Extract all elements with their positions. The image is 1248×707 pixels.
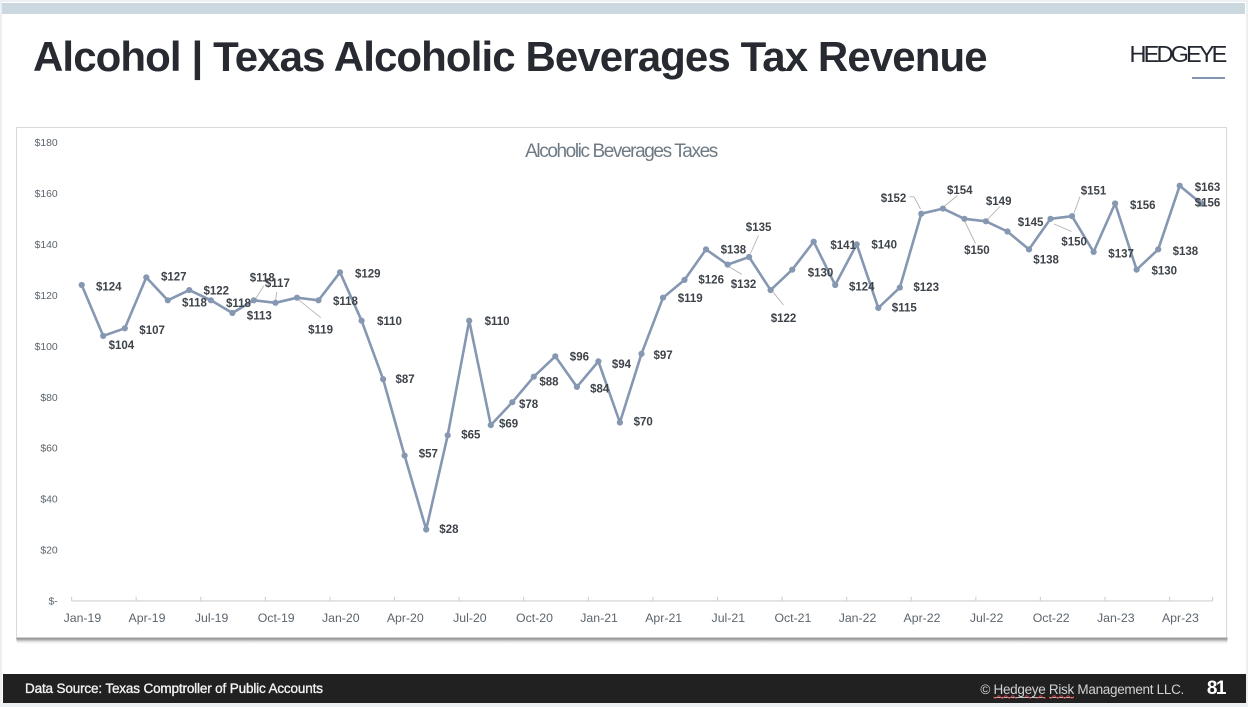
svg-text:$156: $156 bbox=[1195, 198, 1221, 210]
svg-text:$150: $150 bbox=[1061, 237, 1087, 249]
svg-text:Oct-22: Oct-22 bbox=[1033, 611, 1070, 625]
svg-text:$69: $69 bbox=[499, 419, 518, 431]
svg-text:Oct-19: Oct-19 bbox=[258, 611, 295, 625]
svg-text:$-: $- bbox=[48, 597, 57, 608]
svg-text:$60: $60 bbox=[40, 444, 58, 455]
svg-text:$130: $130 bbox=[808, 268, 834, 280]
svg-text:$138: $138 bbox=[1173, 246, 1199, 258]
svg-text:Apr-21: Apr-21 bbox=[645, 611, 682, 625]
svg-text:$124: $124 bbox=[849, 282, 875, 294]
svg-text:$124: $124 bbox=[96, 281, 122, 293]
svg-text:$84: $84 bbox=[590, 383, 610, 395]
svg-text:$20: $20 bbox=[40, 546, 58, 557]
svg-text:$156: $156 bbox=[1130, 200, 1156, 212]
svg-text:Apr-19: Apr-19 bbox=[129, 611, 166, 625]
svg-text:$123: $123 bbox=[913, 282, 939, 294]
svg-text:$110: $110 bbox=[377, 316, 402, 328]
svg-text:$57: $57 bbox=[419, 448, 438, 460]
svg-text:$119: $119 bbox=[678, 293, 703, 305]
svg-text:Oct-21: Oct-21 bbox=[774, 611, 811, 625]
svg-text:$122: $122 bbox=[771, 313, 797, 325]
svg-text:$180: $180 bbox=[35, 138, 58, 149]
svg-text:$120: $120 bbox=[35, 291, 58, 302]
svg-text:$113: $113 bbox=[247, 310, 272, 322]
svg-text:$149: $149 bbox=[986, 196, 1012, 208]
svg-text:$129: $129 bbox=[355, 269, 381, 281]
svg-text:$115: $115 bbox=[892, 302, 918, 314]
svg-text:Oct-20: Oct-20 bbox=[516, 611, 553, 625]
svg-text:$154: $154 bbox=[947, 185, 973, 197]
svg-text:Apr-20: Apr-20 bbox=[387, 611, 424, 625]
svg-text:Jan-19: Jan-19 bbox=[64, 611, 102, 625]
svg-text:$163: $163 bbox=[1195, 182, 1221, 194]
svg-text:$130: $130 bbox=[1152, 265, 1178, 277]
svg-text:$119: $119 bbox=[308, 325, 333, 337]
svg-text:$97: $97 bbox=[654, 350, 673, 362]
svg-text:$126: $126 bbox=[698, 275, 724, 287]
svg-text:$104: $104 bbox=[109, 340, 135, 352]
svg-text:$70: $70 bbox=[634, 417, 653, 429]
svg-text:$152: $152 bbox=[881, 193, 907, 205]
svg-text:$110: $110 bbox=[485, 316, 510, 328]
svg-text:$78: $78 bbox=[519, 399, 539, 411]
svg-text:$141: $141 bbox=[830, 240, 856, 252]
svg-text:$96: $96 bbox=[570, 351, 589, 363]
svg-text:$145: $145 bbox=[1018, 217, 1044, 229]
svg-text:$118: $118 bbox=[333, 296, 359, 308]
svg-text:$87: $87 bbox=[396, 374, 415, 386]
svg-text:$150: $150 bbox=[964, 245, 990, 257]
svg-text:$117: $117 bbox=[265, 278, 290, 290]
svg-text:$138: $138 bbox=[721, 245, 747, 257]
svg-text:$122: $122 bbox=[204, 286, 230, 298]
svg-text:Jan-21: Jan-21 bbox=[580, 611, 618, 625]
svg-text:Apr-22: Apr-22 bbox=[904, 611, 941, 625]
svg-text:$135: $135 bbox=[746, 222, 772, 234]
svg-text:Jan-22: Jan-22 bbox=[839, 611, 877, 625]
svg-text:Jul-22: Jul-22 bbox=[970, 611, 1004, 625]
svg-text:Jul-21: Jul-21 bbox=[712, 611, 746, 625]
svg-text:$28: $28 bbox=[439, 524, 459, 536]
svg-text:$160: $160 bbox=[35, 189, 58, 200]
svg-text:$118: $118 bbox=[226, 298, 252, 310]
svg-text:$107: $107 bbox=[139, 325, 165, 337]
svg-text:$137: $137 bbox=[1108, 248, 1134, 260]
svg-text:$138: $138 bbox=[1033, 255, 1059, 267]
svg-text:$118: $118 bbox=[250, 273, 276, 285]
svg-text:Jan-20: Jan-20 bbox=[322, 611, 360, 625]
svg-text:$118: $118 bbox=[182, 298, 208, 310]
svg-text:Jul-20: Jul-20 bbox=[453, 611, 487, 625]
svg-text:$127: $127 bbox=[161, 271, 187, 283]
svg-text:$151: $151 bbox=[1081, 185, 1107, 197]
svg-text:$80: $80 bbox=[40, 393, 58, 404]
svg-text:Apr-23: Apr-23 bbox=[1162, 611, 1199, 625]
svg-text:$88: $88 bbox=[539, 376, 559, 388]
svg-text:Alcoholic Beverages Taxes: Alcoholic Beverages Taxes bbox=[525, 141, 718, 162]
svg-text:$140: $140 bbox=[35, 240, 58, 251]
svg-text:$94: $94 bbox=[612, 359, 632, 371]
svg-text:Jan-23: Jan-23 bbox=[1097, 611, 1135, 625]
svg-text:$100: $100 bbox=[35, 342, 58, 353]
svg-text:$132: $132 bbox=[731, 279, 757, 291]
svg-text:Jul-19: Jul-19 bbox=[195, 611, 229, 625]
svg-text:$140: $140 bbox=[871, 240, 897, 252]
svg-text:$65: $65 bbox=[461, 430, 481, 442]
svg-text:$40: $40 bbox=[40, 495, 58, 506]
